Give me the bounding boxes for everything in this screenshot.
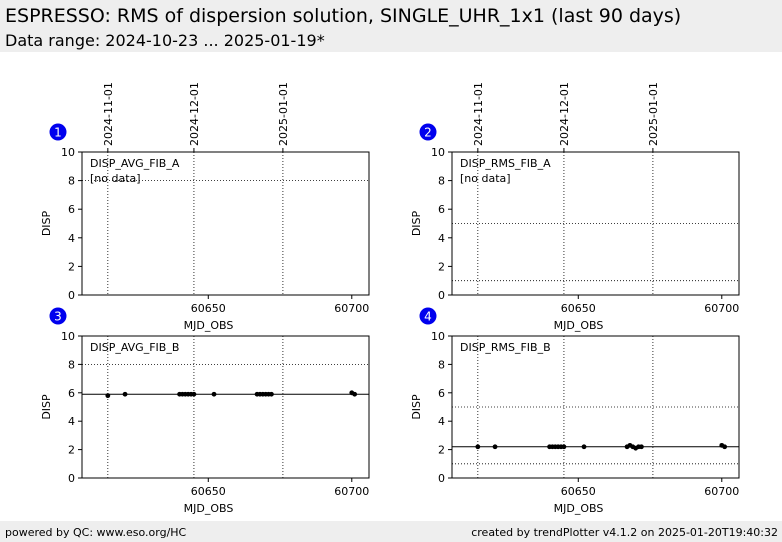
chart-2-no-data-note: [no data] bbox=[460, 172, 511, 185]
chart-1-no-data-note: [no data] bbox=[90, 172, 141, 185]
chart-1-y-tick-label: 10 bbox=[61, 146, 75, 159]
chart-1-panel-label: DISP_AVG_FIB_A bbox=[90, 157, 180, 170]
footer-credit: powered by QC: www.eso.org/HC bbox=[5, 526, 187, 539]
chart-2-y-tick-label: 2 bbox=[438, 260, 445, 273]
chart-4-badge-number: 4 bbox=[424, 310, 432, 324]
chart-3-y-tick-label: 8 bbox=[68, 358, 75, 371]
chart-1-x-tick-label: 60700 bbox=[334, 302, 369, 315]
chart-4-data-point bbox=[722, 444, 728, 450]
chart-3-data-point bbox=[122, 391, 128, 397]
chart-1-date-tick-label: 2024-12-01 bbox=[188, 82, 201, 146]
chart-4-data-point bbox=[561, 444, 567, 450]
chart-2-x-tick-label: 60700 bbox=[704, 302, 739, 315]
chart-1-date-tick-label: 2025-01-01 bbox=[277, 82, 290, 146]
chart-3-y-tick-label: 0 bbox=[68, 472, 75, 485]
chart-4-y-tick-label: 4 bbox=[438, 415, 445, 428]
footer-band: powered by QC: www.eso.org/HC created by… bbox=[0, 521, 782, 542]
chart-3-data-point bbox=[191, 391, 197, 397]
chart-1-y-tick-label: 0 bbox=[68, 289, 75, 302]
chart-3-y-tick-label: 6 bbox=[68, 387, 75, 400]
chart-3-y-tick-label: 2 bbox=[68, 444, 75, 457]
chart-1-x-axis-label: MJD_OBS bbox=[184, 319, 234, 332]
chart-2-x-tick-label: 60650 bbox=[561, 302, 596, 315]
chart-4-x-axis-label: MJD_OBS bbox=[554, 502, 604, 515]
chart-3-x-tick-label: 60700 bbox=[334, 485, 369, 498]
chart-3-data-point bbox=[105, 393, 111, 399]
chart-2-date-tick-label: 2024-11-01 bbox=[472, 82, 485, 146]
chart-3-y-tick-label: 10 bbox=[61, 330, 75, 343]
chart-1-y-tick-label: 8 bbox=[68, 175, 75, 188]
chart-4-x-tick-label: 60650 bbox=[561, 485, 596, 498]
chart-1-frame bbox=[81, 151, 370, 296]
chart-4-data-point bbox=[639, 444, 644, 450]
chart-2-y-tick-label: 6 bbox=[438, 203, 445, 216]
chart-2-date-tick-label: 2025-01-01 bbox=[647, 82, 660, 146]
chart-3-badge bbox=[49, 307, 67, 325]
page-subtitle: Data range: 2024-10-23 ... 2025-01-19* bbox=[5, 31, 325, 50]
chart-1-date-tick-label: 2024-11-01 bbox=[102, 82, 115, 146]
chart-3-x-tick-label: 60650 bbox=[191, 485, 226, 498]
header-band: ESPRESSO: RMS of dispersion solution, SI… bbox=[0, 0, 782, 52]
chart-4-data-point bbox=[581, 444, 587, 450]
footer-generator: created by trendPlotter v4.1.2 on 2025-0… bbox=[471, 526, 778, 539]
chart-4-y-tick-label: 8 bbox=[438, 358, 445, 371]
page-title: ESPRESSO: RMS of dispersion solution, SI… bbox=[5, 5, 682, 27]
chart-2-badge-number: 2 bbox=[424, 126, 432, 140]
chart-1-x-tick-label: 60650 bbox=[191, 302, 226, 315]
chart-2-x-axis-label: MJD_OBS bbox=[554, 319, 604, 332]
chart-2-badge bbox=[419, 123, 437, 141]
chart-1-y-tick-label: 2 bbox=[68, 260, 75, 273]
chart-3-data-point bbox=[211, 391, 217, 397]
chart-2-date-tick-label: 2024-12-01 bbox=[558, 82, 571, 146]
chart-3-badge-number: 3 bbox=[54, 310, 62, 324]
chart-2-y-tick-label: 0 bbox=[438, 289, 445, 302]
chart-1-y-axis-label: DISP bbox=[40, 210, 53, 236]
chart-2-y-tick-label: 8 bbox=[438, 175, 445, 188]
chart-4-y-tick-label: 0 bbox=[438, 472, 445, 485]
chart-4-y-tick-label: 6 bbox=[438, 387, 445, 400]
chart-4-data-point bbox=[475, 444, 481, 450]
chart-4-frame bbox=[451, 335, 740, 479]
chart-3-x-axis-label: MJD_OBS bbox=[184, 502, 234, 515]
chart-4-y-tick-label: 10 bbox=[431, 330, 445, 343]
chart-3-y-axis-label: DISP bbox=[40, 394, 53, 420]
chart-4-y-axis-label: DISP bbox=[410, 394, 423, 420]
chart-2-y-tick-label: 10 bbox=[431, 146, 445, 159]
chart-3-y-tick-label: 4 bbox=[68, 415, 75, 428]
chart-2-y-axis-label: DISP bbox=[410, 210, 423, 236]
chart-3-data-point bbox=[269, 391, 274, 397]
chart-4-badge bbox=[419, 307, 437, 325]
chart-1-y-tick-label: 4 bbox=[68, 232, 75, 245]
chart-2-y-tick-label: 4 bbox=[438, 232, 445, 245]
chart-4-y-tick-label: 2 bbox=[438, 444, 445, 457]
chart-2-frame bbox=[451, 151, 740, 296]
chart-1-y-tick-label: 6 bbox=[68, 203, 75, 216]
chart-4-data-point bbox=[492, 444, 498, 450]
chart-1-badge-number: 1 bbox=[54, 126, 62, 140]
chart-4-x-tick-label: 60700 bbox=[704, 485, 739, 498]
chart-4-panel-label: DISP_RMS_FIB_B bbox=[460, 341, 551, 354]
chart-2-panel-label: DISP_RMS_FIB_A bbox=[460, 157, 551, 170]
chart-3-panel-label: DISP_AVG_FIB_B bbox=[90, 341, 179, 354]
chart-3-data-point bbox=[352, 391, 358, 397]
chart-3-frame bbox=[81, 335, 370, 479]
chart-1-badge bbox=[49, 123, 67, 141]
